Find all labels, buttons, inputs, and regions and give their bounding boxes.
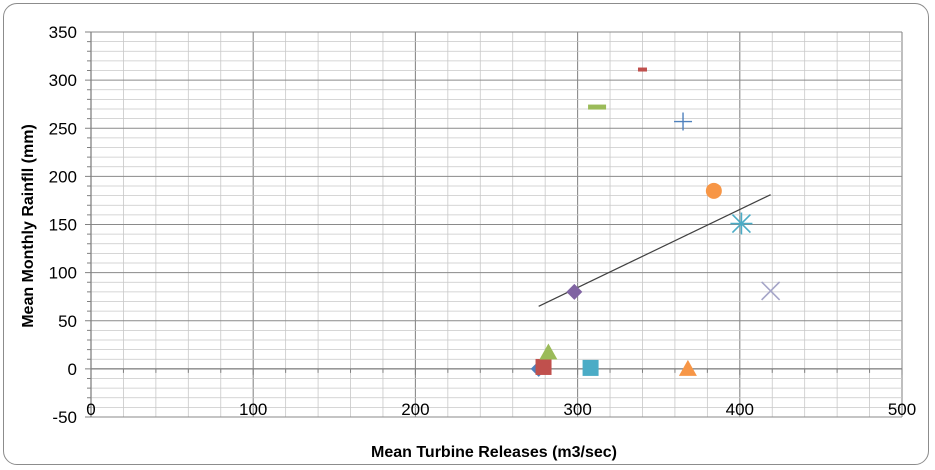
data-point-triangle [678, 359, 697, 376]
x-tick-label: 0 [86, 400, 95, 419]
y-axis-label: Mean Monthly Rainfll (mm) [20, 124, 37, 328]
data-point-circle [705, 182, 722, 199]
y-tick-label: 0 [68, 360, 77, 379]
x-marker-stroke [761, 281, 781, 301]
x-tick-label: 400 [726, 400, 754, 419]
grid-lines [90, 31, 903, 418]
data-point-star [730, 212, 753, 235]
y-tick-label: 150 [49, 216, 77, 235]
y-tick-label: 300 [49, 71, 77, 90]
data-point-dash [588, 104, 607, 110]
tick-labels: -50 0 50 100 150 200 250 300 350 0 100 200 300 400 500 [49, 23, 917, 427]
y-tick-label: 100 [49, 264, 77, 283]
data-point-x [761, 281, 781, 301]
x-tick-label: 300 [563, 400, 591, 419]
data-point-square [535, 358, 552, 375]
x-tick-label: 500 [888, 400, 916, 419]
x-axis-label: Mean Turbine Releases (m3/sec) [371, 444, 617, 461]
y-tick-label: 200 [49, 167, 77, 186]
data-point-dash-small [637, 67, 647, 72]
y-tick-label: 350 [49, 23, 77, 42]
axes [85, 31, 903, 418]
data-point-plus [674, 112, 693, 131]
x-tick-label: 200 [401, 400, 429, 419]
data-point-triangle [539, 343, 558, 360]
y-tick-label: 250 [49, 119, 77, 138]
data-points [530, 67, 781, 377]
x-tick-label: 100 [239, 400, 267, 419]
data-point-square [582, 359, 599, 376]
y-tick-label: -50 [52, 408, 77, 427]
data-point-diamond [566, 283, 583, 300]
y-tick-label: 50 [58, 312, 77, 331]
